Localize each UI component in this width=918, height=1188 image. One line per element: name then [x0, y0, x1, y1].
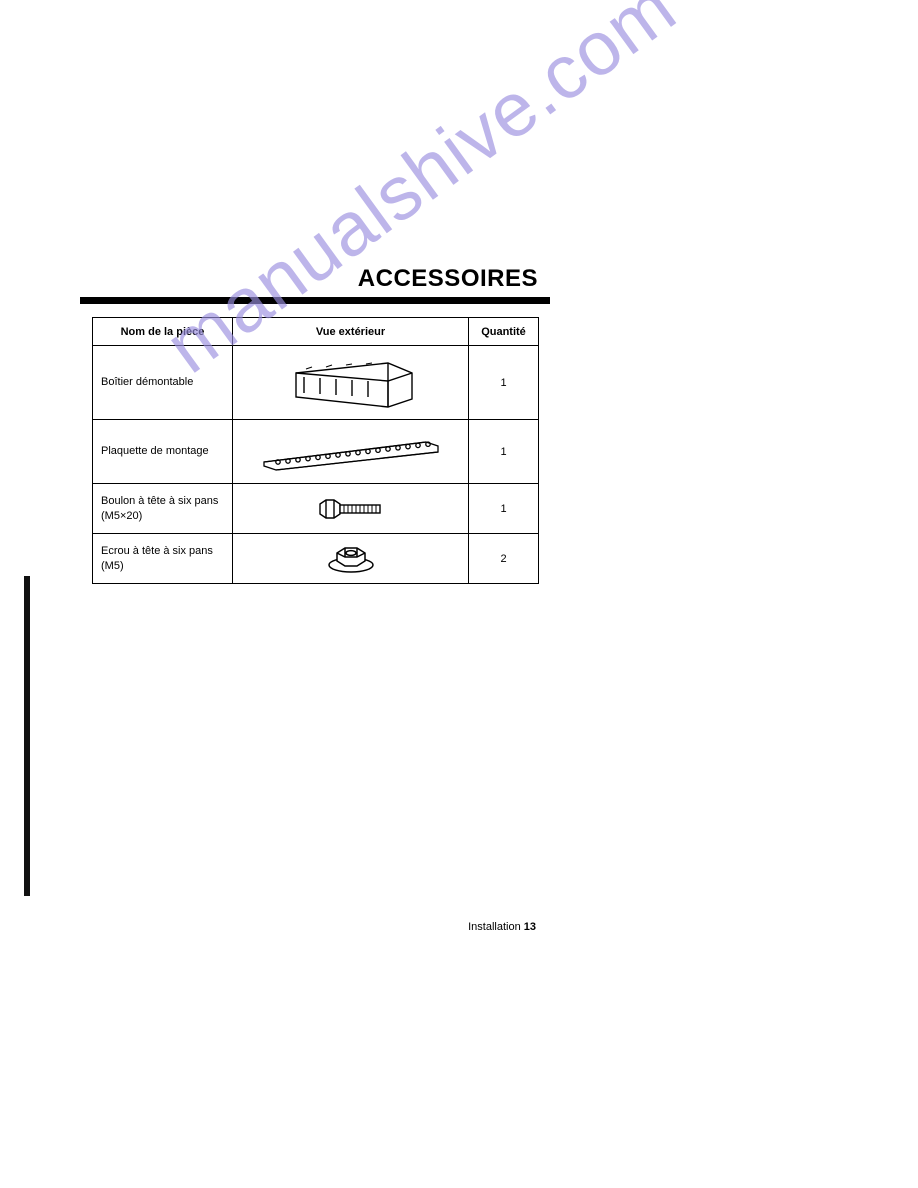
mounting-strap-icon — [256, 432, 446, 472]
mounting-sleeve-icon — [276, 355, 426, 411]
footer-label: Installation — [468, 921, 521, 933]
title-rule — [80, 297, 550, 304]
page-title: ACCESSOIRES — [358, 265, 538, 293]
hex-bolt-icon — [316, 496, 386, 522]
table-header-row: Nom de la pièce Vue extérieur Quantité — [93, 318, 539, 346]
part-name: Plaquette de montage — [93, 420, 233, 484]
part-illustration — [233, 484, 469, 534]
part-qty: 1 — [469, 484, 539, 534]
part-illustration — [233, 420, 469, 484]
col-header-name: Nom de la pièce — [93, 318, 233, 346]
part-name: Boîtier démontable — [93, 346, 233, 420]
table-row: Ecrou à tête à six pans (M5) 2 — [93, 534, 539, 584]
table-row: Boîtier démontable — [93, 346, 539, 420]
table-row: Boulon à tête à six pans (M5×20) — [93, 484, 539, 534]
part-name: Boulon à tête à six pans (M5×20) — [93, 484, 233, 534]
page-footer: Installation 13 — [468, 921, 536, 933]
hex-nut-icon — [325, 543, 377, 575]
part-illustration — [233, 346, 469, 420]
part-qty: 1 — [469, 346, 539, 420]
footer-page-number: 13 — [524, 921, 536, 933]
table-row: Plaquette de montage — [93, 420, 539, 484]
part-qty: 2 — [469, 534, 539, 584]
page-scan: ACCESSOIRES Nom de la pièce Vue extérieu… — [30, 255, 590, 955]
part-qty: 1 — [469, 420, 539, 484]
col-header-qty: Quantité — [469, 318, 539, 346]
part-illustration — [233, 534, 469, 584]
part-name: Ecrou à tête à six pans (M5) — [93, 534, 233, 584]
accessories-table: Nom de la pièce Vue extérieur Quantité B… — [92, 317, 539, 584]
col-header-illustration: Vue extérieur — [233, 318, 469, 346]
